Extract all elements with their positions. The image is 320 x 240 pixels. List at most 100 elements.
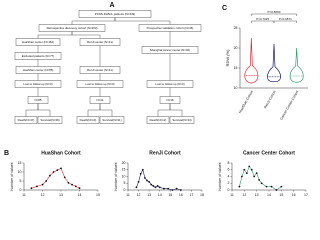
data-point (243, 168, 246, 171)
data-point (175, 187, 178, 190)
y-tick-label: 0 (124, 188, 126, 192)
data-point (74, 185, 77, 188)
y-tick-label: 4 (228, 174, 230, 178)
connector (169, 103, 183, 117)
flow-label: Lost to follow-up (N=0) (23, 82, 52, 86)
connector (71, 31, 101, 39)
chart-title: HuaShan Cohort (41, 150, 81, 156)
panel-label: B (4, 150, 9, 157)
flow-label: RenJi center (N=41) (87, 40, 113, 44)
data-point (270, 185, 273, 188)
flow-label: Lost to follow-up (N=0) (155, 82, 184, 86)
data-point (265, 185, 268, 188)
x-tick-label: 11 (22, 193, 26, 197)
x-tick-label: Cancer Center Cohort (279, 90, 299, 121)
y-tick-label: 6 (228, 168, 230, 172)
data-point (179, 189, 182, 191)
data-point (152, 185, 155, 187)
flow-box (14, 80, 62, 88)
y-tick-label: 20 (234, 46, 238, 50)
y-axis-label: RDW (%) (225, 49, 230, 67)
connector (157, 103, 171, 117)
connector (99, 103, 113, 117)
flow-box (146, 80, 194, 88)
flow-box (89, 96, 111, 104)
flow-box (15, 38, 61, 46)
x-tick-label: 14 (78, 193, 82, 197)
y-tick-label: 15 (234, 66, 238, 70)
flow-box (14, 52, 62, 60)
chart-title: RenJi Cohort (149, 150, 181, 156)
data-point (150, 183, 153, 186)
data-point (245, 172, 248, 175)
data-line (136, 168, 181, 191)
x-tick-label: 17 (304, 193, 308, 197)
flow-label: Excluded patients (N=77) (22, 54, 55, 58)
y-tick-label: 15 (122, 168, 126, 172)
data-point (255, 172, 258, 175)
flow-label: PCNS-DLBCL patients (N=249) (95, 12, 135, 16)
data-point (52, 171, 55, 173)
data-point (250, 168, 253, 171)
data-point (253, 175, 256, 178)
data-point (45, 180, 48, 182)
flow-box (27, 96, 49, 104)
y-tick-label: 5 (124, 181, 126, 185)
flow-box (76, 80, 124, 88)
connector (114, 17, 171, 25)
p-value: P=0.7025 (256, 17, 269, 21)
data-point (258, 178, 261, 181)
connector (71, 17, 116, 25)
x-tick-label: 17 (189, 193, 193, 197)
flow-box (38, 24, 106, 32)
x-tick-label: 13 (147, 193, 151, 197)
y-tick-label: 8 (228, 161, 230, 165)
p-value: P=0.8660 (268, 10, 281, 14)
flow-box (146, 116, 170, 124)
flow-box (79, 38, 121, 46)
x-tick-label: 11 (230, 193, 234, 197)
data-point (163, 187, 165, 190)
flow-label: RenJi center (N=41) (87, 68, 113, 72)
bracket (251, 13, 297, 16)
y-tick-label: 0 (228, 188, 230, 192)
data-point (248, 165, 251, 168)
chart-title: Cancer Center Cohort (243, 150, 295, 156)
data-line (239, 165, 282, 191)
y-axis-label: Number of values (218, 162, 222, 190)
flow-box (15, 66, 61, 74)
data-point (275, 189, 278, 191)
y-tick-label: 15 (18, 161, 22, 165)
flow-label: N=85 (35, 98, 42, 102)
violin (244, 37, 259, 84)
flow-label: Death(N=10) (80, 118, 97, 122)
x-tick-label: 18 (200, 193, 204, 197)
y-tick-label: 2 (228, 181, 230, 185)
x-tick-label: 16 (292, 193, 296, 197)
flow-label: Retrospective discovery cohort (N=203) (47, 26, 98, 30)
flow-box (138, 24, 202, 32)
data-point (238, 185, 241, 188)
flow-label: Survival(N=34) (172, 118, 191, 122)
data-point (146, 179, 148, 182)
connector (87, 103, 101, 117)
y-tick-label: 25 (234, 26, 238, 30)
flow-label: Lost to follow-up (N=0) (85, 82, 114, 86)
violin (267, 43, 281, 82)
y-tick-label: 10 (18, 170, 22, 174)
flow-label: Death(N=47) (18, 118, 35, 122)
bracket (251, 20, 275, 23)
x-tick-label: 13 (255, 193, 259, 197)
x-tick-label: 15 (279, 193, 283, 197)
x-tick-label: 15 (168, 193, 172, 197)
flow-box (141, 46, 199, 54)
panel-label: A (109, 2, 114, 9)
y-tick-label: 20 (122, 161, 126, 165)
x-tick-label: HuaShan Cohort (238, 90, 254, 114)
x-tick-label: 14 (267, 193, 271, 197)
data-point (30, 187, 33, 190)
flow-label: N=46 (167, 98, 174, 102)
y-axis-label: Number of values (114, 162, 118, 190)
y-tick-label: 0 (20, 188, 22, 192)
connector (37, 103, 51, 117)
